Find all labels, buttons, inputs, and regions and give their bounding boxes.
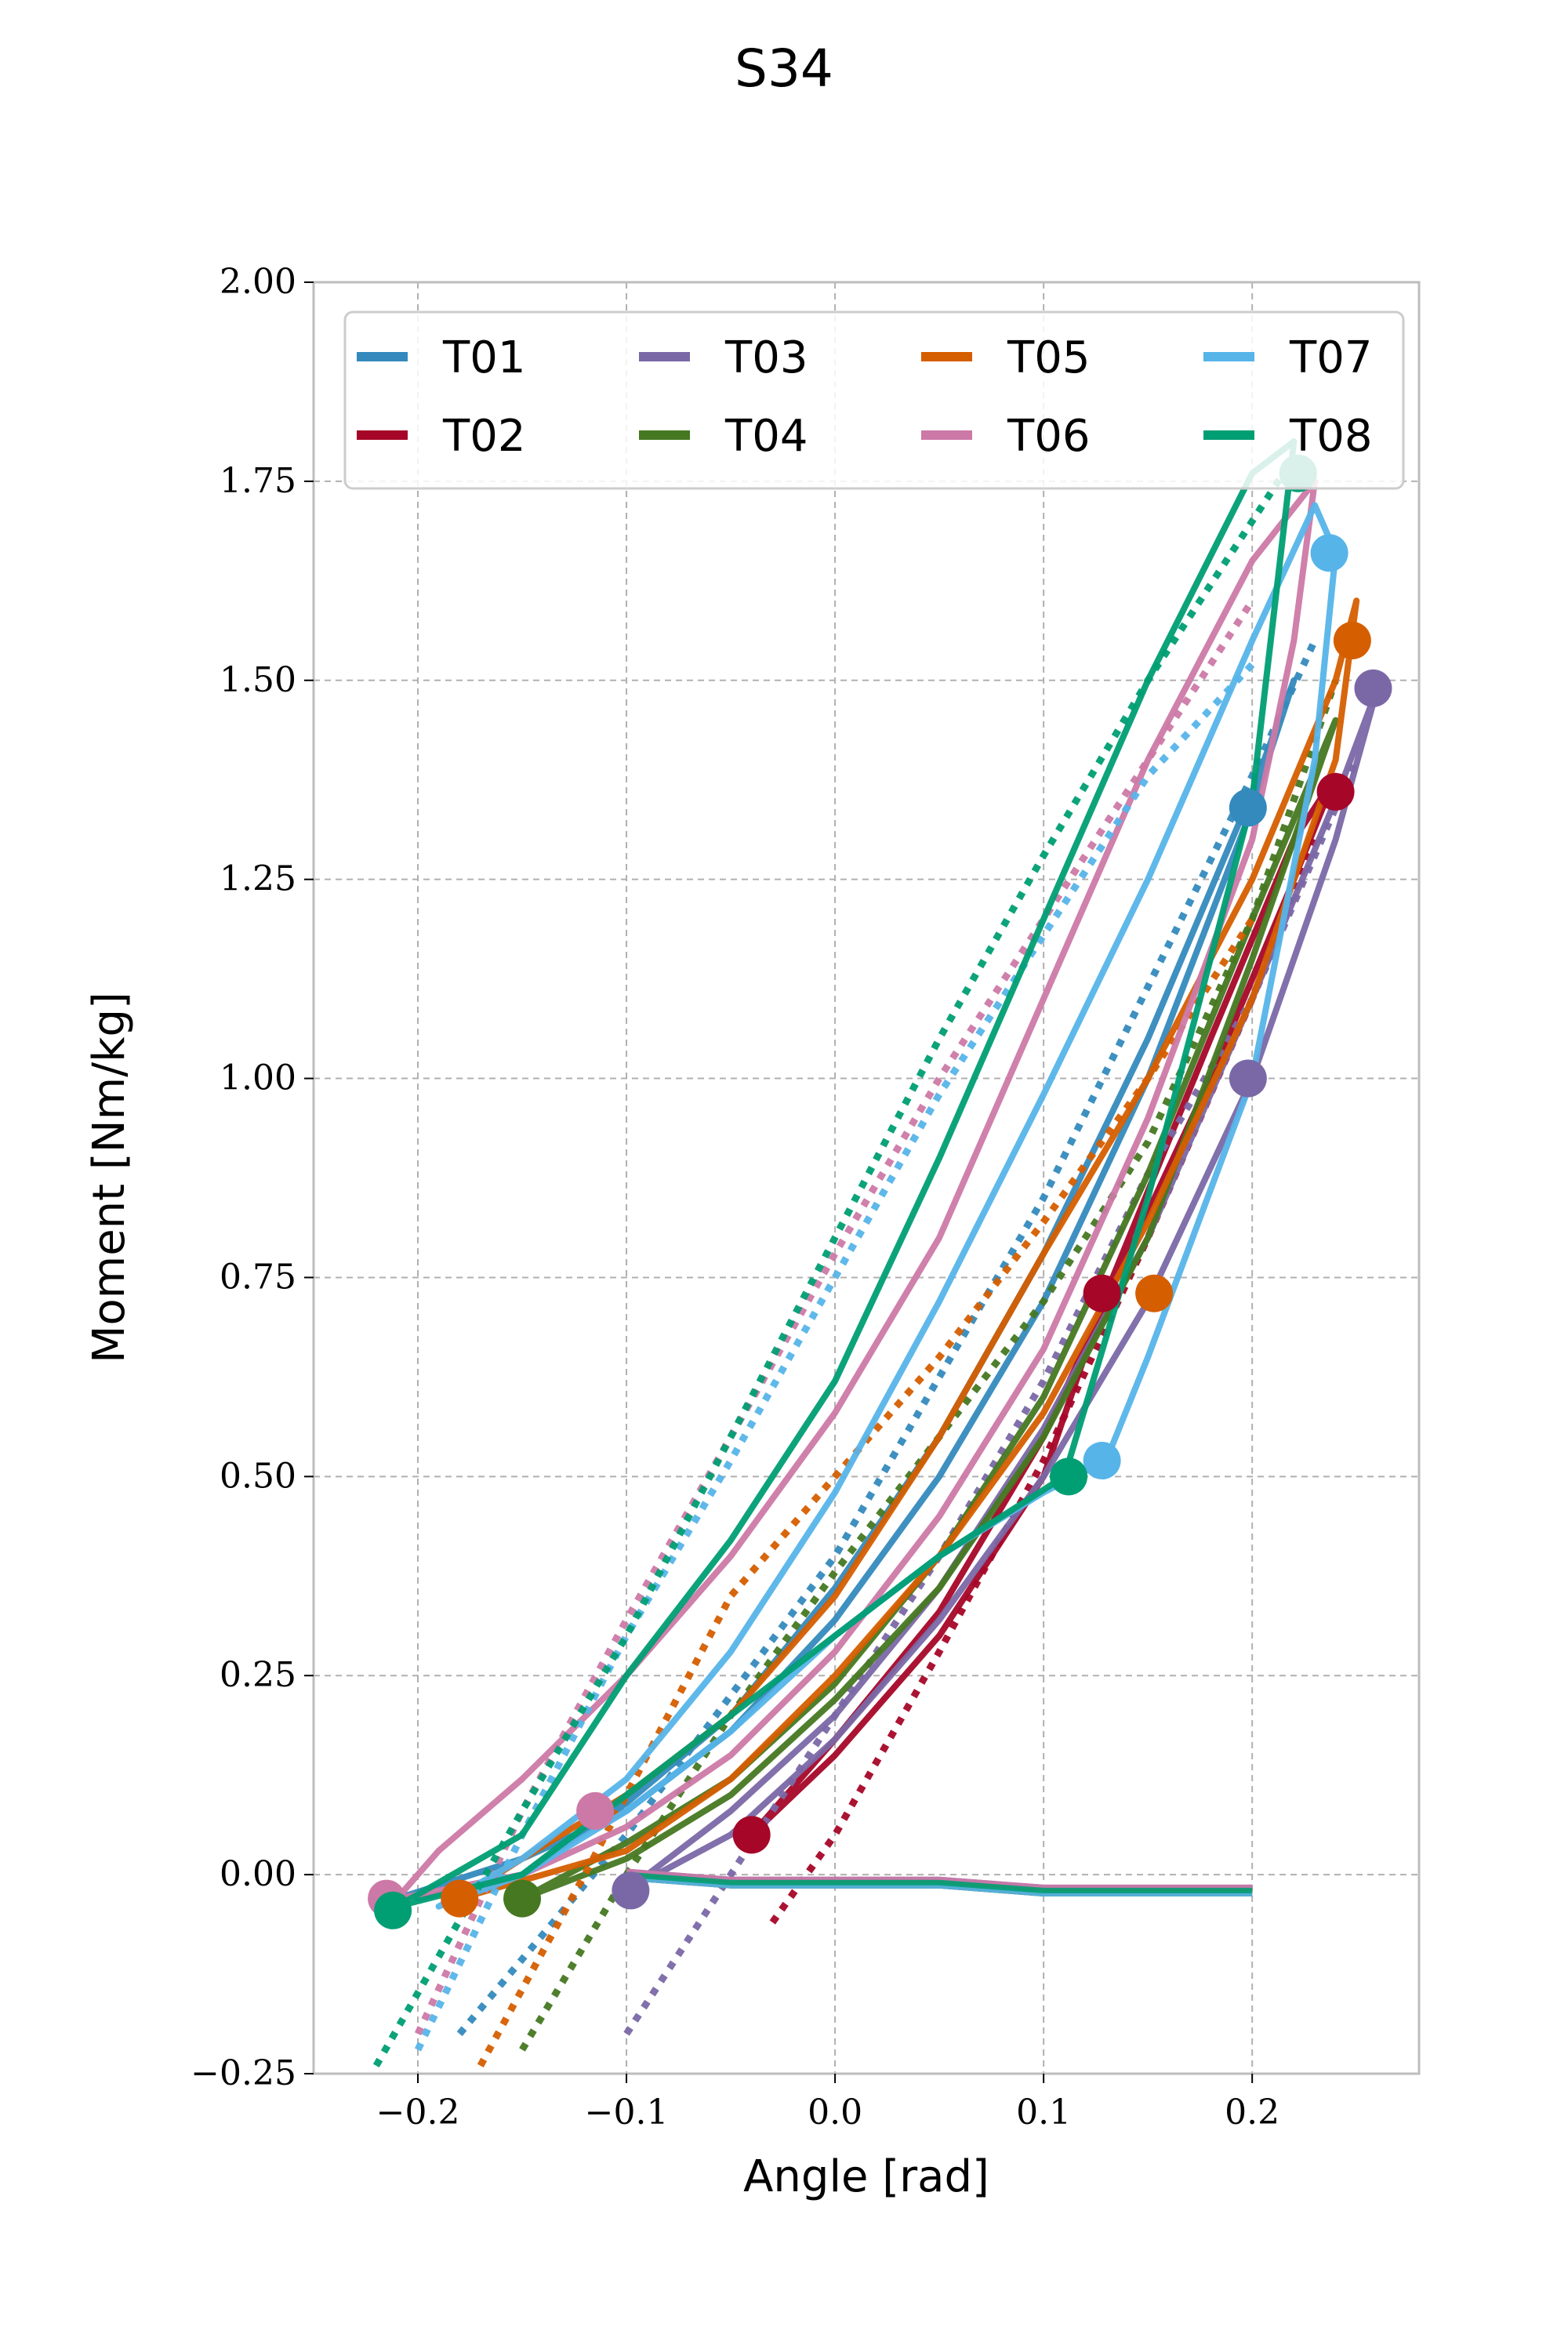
- y-tick-label: 0.50: [220, 1456, 296, 1496]
- y-axis-label: Moment [Nm/kg]: [84, 992, 135, 1363]
- marker-T02: [1316, 772, 1355, 811]
- series-line-T04: [519, 717, 1339, 1902]
- y-tick-label: 1.50: [220, 660, 296, 700]
- y-tick-label: 0.00: [220, 1854, 296, 1894]
- marker-T05: [441, 1879, 479, 1918]
- x-axis-label: Angle [rad]: [743, 2151, 989, 2202]
- x-tick-label: 0.0: [808, 2092, 862, 2132]
- legend-label-T03: T03: [724, 332, 808, 383]
- legend-box: [343, 310, 1405, 490]
- legend-label-T06: T06: [1007, 411, 1090, 462]
- legend: T01 T02 T03 T04 T05 T06 T07 T08: [343, 310, 1405, 490]
- y-tick-label: 1.75: [220, 461, 296, 501]
- swing-line-T07: [626, 1875, 1253, 1896]
- series-dotted-T02: [769, 838, 1319, 1925]
- x-tick-label: −0.1: [585, 2092, 669, 2132]
- series-dotted-T08: [372, 455, 1298, 2068]
- plot-frame: [312, 281, 1421, 2075]
- marker-T02: [1083, 1274, 1121, 1312]
- series-layer: [372, 438, 1381, 2068]
- y-tick-label: 2.00: [220, 262, 296, 302]
- chart-title: S34: [735, 38, 833, 99]
- marker-T03: [1229, 1059, 1267, 1098]
- axis-ticks: −0.2 −0.1 0.0 0.1 0.2 −0.25 0.00 0.25 0.50 0.75 1.…: [191, 262, 1279, 2132]
- legend-label-T01: T01: [442, 332, 525, 383]
- series-line-T07: [435, 502, 1339, 1910]
- marker-T02: [732, 1816, 771, 1854]
- swing-line-T08: [626, 1871, 1253, 1893]
- legend-label-T04: T04: [724, 411, 808, 462]
- marker-T08: [374, 1891, 412, 1929]
- marker-T06: [576, 1791, 615, 1830]
- legend-label-T02: T02: [442, 411, 525, 462]
- x-tick-label: −0.2: [376, 2092, 460, 2132]
- swing-line-T06: [626, 1868, 1253, 1890]
- x-tick-label: 0.2: [1225, 2092, 1279, 2132]
- marker-T07: [1083, 1442, 1121, 1480]
- marker-T07: [1310, 534, 1348, 572]
- y-tick-label: −0.25: [191, 2053, 296, 2093]
- y-tick-label: 1.25: [220, 859, 296, 899]
- marker-T04: [503, 1879, 542, 1918]
- marker-T08: [1050, 1457, 1088, 1496]
- y-tick-label: 0.75: [220, 1257, 296, 1297]
- series-dotted-T07: [414, 662, 1255, 2052]
- legend-label-T05: T05: [1007, 332, 1090, 383]
- x-tick-label: 0.1: [1016, 2092, 1071, 2132]
- y-tick-label: 0.25: [220, 1655, 296, 1695]
- marker-T05: [1333, 622, 1371, 659]
- marker-T05: [1135, 1274, 1174, 1312]
- grid-lines: [314, 282, 1419, 2074]
- series-dotted-T05: [477, 916, 1255, 2067]
- marker-T01: [1229, 789, 1267, 827]
- legend-label-T08: T08: [1289, 411, 1372, 462]
- marker-T03: [1354, 669, 1392, 707]
- legend-label-T07: T07: [1289, 332, 1372, 383]
- y-tick-label: 1.00: [220, 1058, 296, 1098]
- marker-T03: [612, 1871, 650, 1910]
